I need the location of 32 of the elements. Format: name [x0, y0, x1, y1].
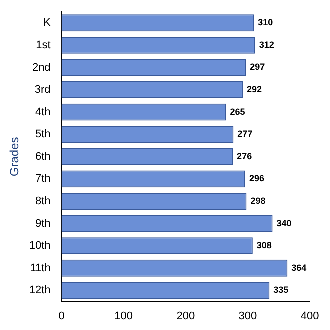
data-label: 292: [246, 84, 262, 95]
y-tick-label: 10th: [29, 240, 51, 252]
y-tick-label: 7th: [36, 173, 51, 186]
data-label: 340: [276, 218, 292, 228]
y-tick-label: 8th: [36, 196, 51, 208]
data-label: 364: [292, 262, 307, 273]
y-tick-label: 2nd: [32, 62, 51, 74]
y-tick-label: 3rd: [34, 84, 51, 96]
y-tick-label: 6th: [36, 150, 51, 163]
x-tick-label: 0: [58, 310, 65, 322]
data-label: 296: [249, 174, 264, 184]
data-label: 308: [256, 240, 272, 251]
data-label: 265: [230, 106, 246, 117]
x-tick-label: 300: [238, 310, 258, 322]
y-tick-label: 9th: [36, 218, 51, 230]
y-tick-label: 12th: [29, 284, 51, 297]
data-label: 310: [258, 18, 274, 28]
data-label: 297: [250, 62, 266, 72]
data-label: 277: [238, 129, 253, 140]
y-tick-label: 5th: [36, 128, 51, 141]
x-tick-label: 200: [176, 310, 196, 322]
data-label: 335: [274, 285, 289, 296]
data-label: 312: [259, 40, 274, 50]
y-tick-label: K: [43, 17, 52, 30]
data-label: 276: [237, 151, 252, 162]
x-tick-label: 400: [300, 310, 320, 322]
y-tick-label: 11th: [30, 262, 51, 274]
y-axis-title: Grades: [8, 137, 22, 177]
data-label: 298: [250, 196, 266, 206]
y-tick-label: 1st: [36, 39, 51, 52]
y-tick-label: 4th: [36, 106, 51, 118]
x-tick-label: 100: [114, 310, 134, 322]
